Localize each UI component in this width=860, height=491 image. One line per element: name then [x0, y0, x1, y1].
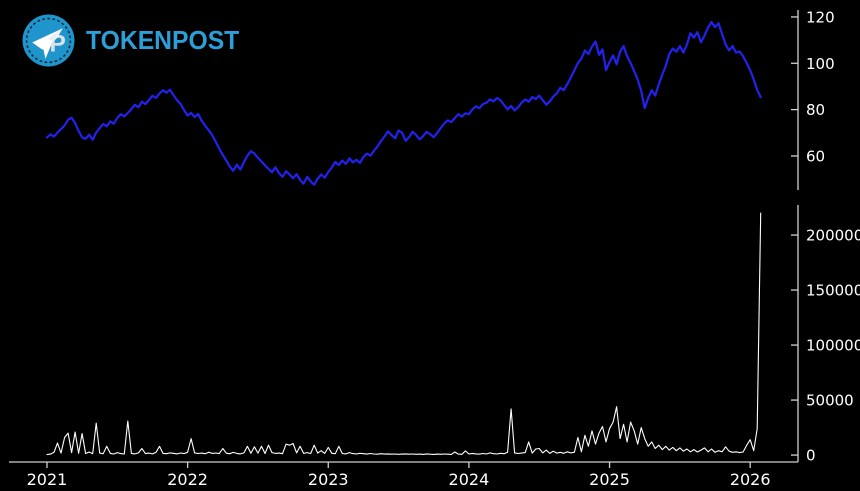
x-tick-label: 2021: [27, 470, 68, 489]
x-tick-label: 2025: [589, 470, 630, 489]
y-tick-label: 0: [806, 447, 816, 465]
price-chart-panel: 60 80 100 120: [45, 8, 835, 190]
x-tick-label: 2023: [308, 470, 349, 489]
y-tick-label: 80: [806, 101, 825, 119]
tokenpost-logo-text: TOKENPOST: [86, 25, 240, 55]
y-tick-label: 200000: [806, 227, 860, 245]
y-tick-label: 60: [806, 147, 825, 165]
volume-chart-panel: 0 50000 100000 150000 200000 2021 2022 2023 2024…: [9, 205, 860, 489]
tokenpost-tp-badge-icon: P: [22, 14, 75, 67]
y-tick-label: 50000: [806, 392, 854, 410]
x-tick-label: 2024: [449, 470, 490, 489]
y-tick-label: 100: [806, 55, 835, 73]
y-tick-label: 120: [806, 8, 835, 26]
price-line: [45, 20, 762, 186]
y-tick-label: 150000: [806, 282, 860, 300]
tokenpost-logo: P TOKENPOST: [22, 14, 247, 67]
y-tick-label: 100000: [806, 337, 860, 355]
volume-line: [46, 212, 762, 456]
x-tick-label: 2026: [730, 470, 771, 489]
x-tick-label: 2022: [167, 470, 208, 489]
